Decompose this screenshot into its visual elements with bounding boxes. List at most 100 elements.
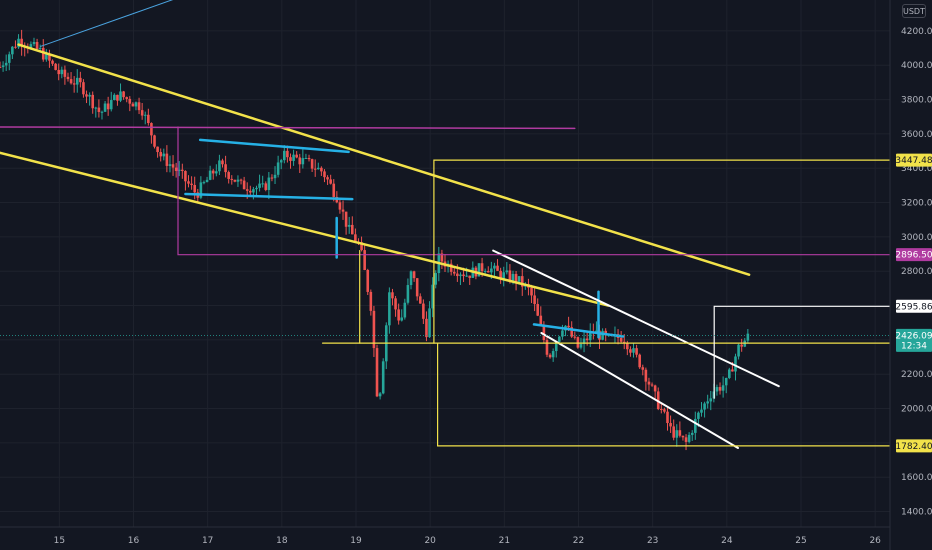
candle-body bbox=[422, 303, 425, 319]
candle-body bbox=[1, 65, 5, 68]
time-tick-label: 25 bbox=[795, 536, 806, 546]
candle-body bbox=[69, 79, 73, 84]
candle-body bbox=[227, 172, 230, 179]
candle-body bbox=[542, 325, 546, 341]
candle-body bbox=[332, 183, 336, 197]
candle-body bbox=[128, 98, 132, 104]
candle-body bbox=[428, 308, 431, 338]
time-axis[interactable]: 15 16 17 18 19 20 21 22 23 24 25 26 bbox=[54, 536, 882, 546]
candle-body bbox=[11, 46, 14, 55]
candle-body bbox=[660, 409, 663, 411]
candle-body bbox=[286, 150, 289, 158]
candle-body bbox=[397, 309, 400, 321]
candle-body bbox=[143, 114, 147, 116]
candle-body bbox=[406, 285, 410, 303]
candle-body bbox=[558, 336, 561, 342]
candle-body bbox=[666, 411, 669, 424]
price-tick-label: 2200.00 bbox=[901, 370, 932, 380]
price-tick-label: 1600.00 bbox=[901, 473, 932, 483]
candle-body bbox=[66, 76, 70, 80]
bar-countdown-label: 12:34 bbox=[901, 341, 927, 351]
candle-body bbox=[632, 348, 635, 353]
candle-body bbox=[289, 157, 292, 161]
price-tick-label: 4000.00 bbox=[901, 61, 932, 71]
candle-body bbox=[369, 291, 373, 311]
candle-body bbox=[255, 187, 258, 190]
candle-body bbox=[465, 275, 468, 277]
candle-body bbox=[394, 298, 397, 310]
price-tick-label: 3000.00 bbox=[901, 233, 932, 243]
candle-body bbox=[715, 387, 719, 392]
candle-body bbox=[372, 310, 376, 349]
candle-body bbox=[354, 234, 357, 242]
candle-body bbox=[502, 272, 506, 280]
candle-body bbox=[381, 361, 385, 394]
candle-body bbox=[236, 179, 240, 182]
candles-layer bbox=[0, 29, 750, 451]
candle-body bbox=[153, 135, 156, 147]
candle-body bbox=[242, 180, 246, 190]
candle-body bbox=[681, 435, 685, 438]
candle-body bbox=[211, 170, 215, 174]
candle-body bbox=[338, 202, 342, 210]
trend-line bbox=[0, 126, 576, 130]
candle-body bbox=[122, 91, 125, 98]
candle-body bbox=[230, 178, 234, 180]
candle-body bbox=[295, 154, 298, 158]
candle-body bbox=[184, 170, 187, 182]
price-tag-background bbox=[896, 153, 932, 167]
currency-button[interactable]: USDT bbox=[902, 4, 926, 18]
candle-body bbox=[14, 46, 17, 48]
candle-body bbox=[561, 330, 564, 337]
candle-body bbox=[85, 94, 88, 97]
candle-body bbox=[17, 38, 20, 48]
price-tick-label: 2800.00 bbox=[901, 267, 932, 277]
candle-body bbox=[347, 224, 351, 227]
drawings-layer[interactable] bbox=[0, 0, 891, 449]
candle-body bbox=[301, 158, 305, 165]
candle-body bbox=[517, 276, 521, 282]
candle-body bbox=[573, 336, 577, 338]
candle-body bbox=[313, 168, 317, 170]
candle-body bbox=[700, 409, 703, 413]
candle-body bbox=[400, 317, 404, 321]
candle-body bbox=[106, 103, 110, 110]
candle-body bbox=[239, 179, 243, 181]
candle-body bbox=[418, 296, 422, 304]
candle-body bbox=[72, 83, 76, 85]
candle-body bbox=[270, 177, 274, 179]
candle-body bbox=[409, 271, 413, 286]
candle-body bbox=[233, 179, 237, 182]
candle-body bbox=[650, 384, 654, 386]
candle-body bbox=[647, 381, 651, 385]
candle-body bbox=[459, 274, 462, 277]
candle-body bbox=[341, 209, 345, 212]
trend-line bbox=[492, 249, 780, 388]
candle-body bbox=[273, 174, 277, 179]
candle-body bbox=[252, 189, 255, 193]
candle-body bbox=[697, 412, 700, 419]
candle-body bbox=[366, 269, 370, 292]
candle-body bbox=[582, 338, 586, 344]
candle-body bbox=[224, 164, 227, 173]
candle-body bbox=[100, 111, 104, 113]
candle-body bbox=[316, 167, 320, 170]
candle-body bbox=[125, 97, 129, 99]
candle-body bbox=[520, 276, 524, 287]
time-tick-label: 22 bbox=[573, 536, 584, 546]
candle-body bbox=[638, 354, 641, 368]
candle-body bbox=[360, 242, 363, 251]
level-marker bbox=[433, 159, 891, 344]
candle-body bbox=[551, 351, 555, 358]
last-price-label: 2426.09 bbox=[895, 331, 932, 341]
level-marker bbox=[437, 342, 891, 447]
time-tick-label: 21 bbox=[499, 536, 510, 546]
candle-body bbox=[737, 344, 740, 357]
candle-body bbox=[131, 103, 135, 107]
price-tags-layer: 3447.482896.502595.862381.231782.402426.… bbox=[895, 153, 932, 453]
price-tag-background bbox=[896, 248, 932, 262]
time-tick-label: 19 bbox=[350, 536, 362, 546]
price-tag-label: 1782.40 bbox=[895, 442, 932, 452]
candle-body bbox=[261, 183, 264, 185]
